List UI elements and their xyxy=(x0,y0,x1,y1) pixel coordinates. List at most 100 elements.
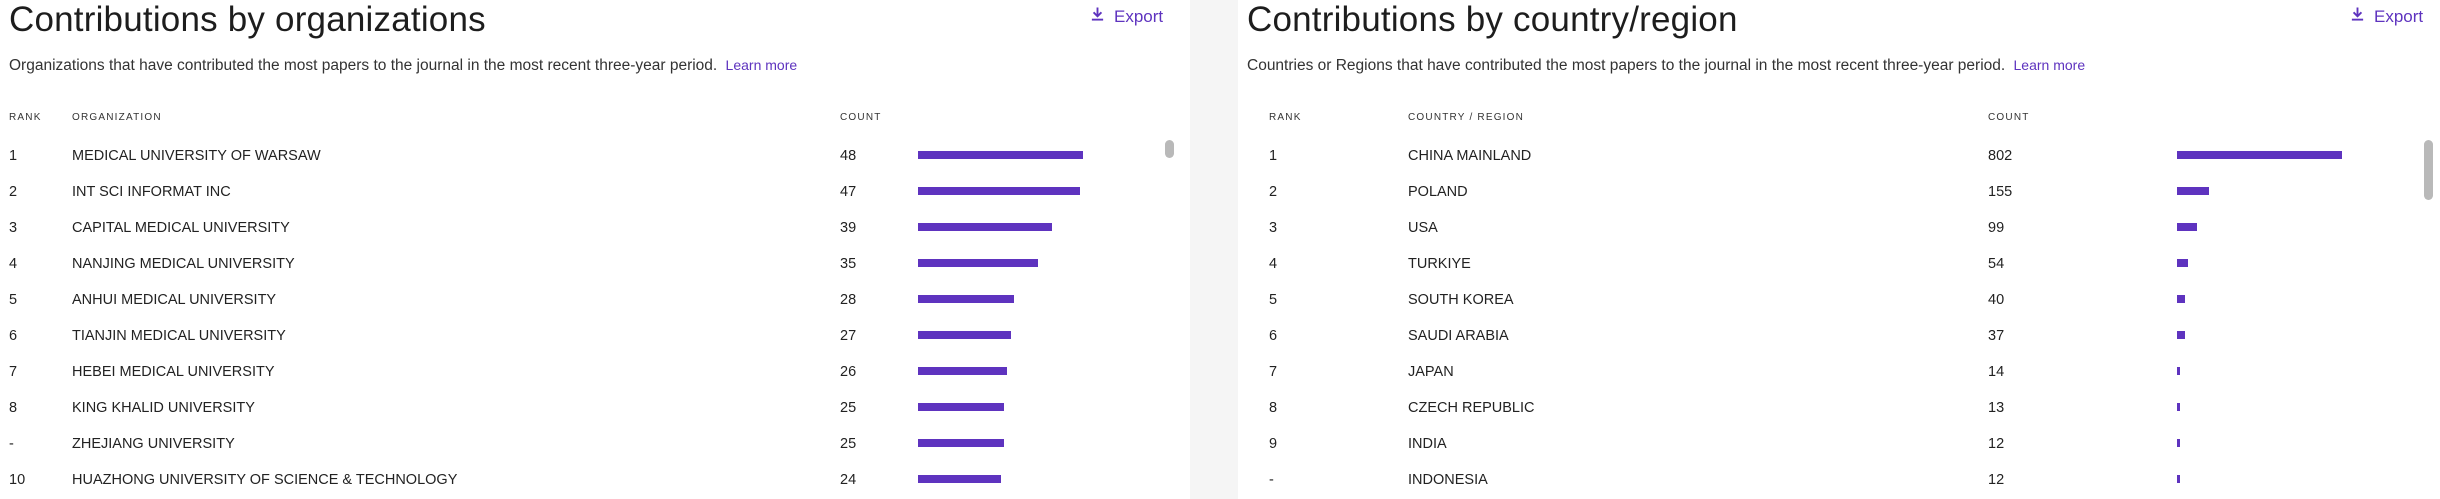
table-row: 2 POLAND 155 xyxy=(1238,174,2440,210)
count-cell: 12 xyxy=(1988,472,2005,488)
count-bar xyxy=(2177,223,2197,231)
rank-cell: 6 xyxy=(9,328,18,344)
organization-name-cell: ANHUI MEDICAL UNIVERSITY xyxy=(72,292,277,308)
count-bar xyxy=(918,187,1080,195)
count-cell: 13 xyxy=(1988,400,2005,416)
rank-cell: 8 xyxy=(1269,400,1278,416)
rank-cell: 3 xyxy=(1269,220,1278,236)
table-row: 2 INT SCI INFORMAT INC 47 xyxy=(0,174,1190,210)
table-row: 4 TURKIYE 54 xyxy=(1238,246,2440,282)
panel-title: Contributions by organizations xyxy=(9,0,486,39)
export-button[interactable]: Export xyxy=(2350,6,2423,27)
export-label: Export xyxy=(2374,6,2424,26)
rank-cell: - xyxy=(9,436,14,452)
organization-name-cell: MEDICAL UNIVERSITY OF WARSAW xyxy=(72,148,321,164)
count-bar xyxy=(918,223,1052,231)
organization-name-cell: HUAZHONG UNIVERSITY OF SCIENCE & TECHNOL… xyxy=(72,472,458,488)
organization-name-cell: ZHEJIANG UNIVERSITY xyxy=(72,436,235,452)
rank-cell: 6 xyxy=(1269,328,1278,344)
export-label: Export xyxy=(1114,6,1164,26)
count-cell: 40 xyxy=(1988,292,2005,308)
table-row: 10 HUAZHONG UNIVERSITY OF SCIENCE & TECHN… xyxy=(0,462,1190,498)
count-bar xyxy=(2177,151,2342,159)
column-header-country-region: COUNTRY / REGION xyxy=(1408,112,1525,123)
rank-cell: 7 xyxy=(1269,364,1278,380)
scrollbar-thumb[interactable] xyxy=(2424,140,2433,200)
rank-cell: 2 xyxy=(1269,184,1278,200)
count-cell: 24 xyxy=(840,472,857,488)
count-bar xyxy=(2177,187,2209,195)
organization-name-cell: CAPITAL MEDICAL UNIVERSITY xyxy=(72,220,290,236)
country-region-name-cell: SOUTH KOREA xyxy=(1408,292,1514,308)
rank-cell: 7 xyxy=(9,364,18,380)
learn-more-link[interactable]: Learn more xyxy=(2013,57,2086,73)
column-header-organization: ORGANIZATION xyxy=(72,112,162,123)
country-region-name-cell: USA xyxy=(1408,220,1438,236)
count-cell: 802 xyxy=(1988,148,2013,164)
count-bar xyxy=(918,439,1004,447)
rank-cell: 9 xyxy=(1269,436,1278,452)
table-row: 6 SAUDI ARABIA 37 xyxy=(1238,318,2440,354)
count-bar xyxy=(2177,367,2180,375)
count-bar xyxy=(2177,403,2180,411)
rank-cell: 5 xyxy=(9,292,18,308)
country-region-name-cell: INDIA xyxy=(1408,436,1447,452)
table-row: 1 CHINA MAINLAND 802 xyxy=(1238,138,2440,174)
country-region-name-cell: JAPAN xyxy=(1408,364,1454,380)
table-row: 9 INDIA 12 xyxy=(1238,426,2440,462)
country-region-name-cell: INDONESIA xyxy=(1408,472,1488,488)
column-header-count: COUNT xyxy=(1988,112,2030,123)
table-row: 7 HEBEI MEDICAL UNIVERSITY 26 xyxy=(0,354,1190,390)
count-bar xyxy=(918,475,1001,483)
country-region-name-cell: TURKIYE xyxy=(1408,256,1471,272)
organization-name-cell: KING KHALID UNIVERSITY xyxy=(72,400,255,416)
rank-cell: 10 xyxy=(9,472,26,488)
count-cell: 54 xyxy=(1988,256,2005,272)
table-row: 5 ANHUI MEDICAL UNIVERSITY 28 xyxy=(0,282,1190,318)
count-cell: 37 xyxy=(1988,328,2005,344)
rank-cell: 5 xyxy=(1269,292,1278,308)
count-cell: 99 xyxy=(1988,220,2005,236)
scrollbar-thumb[interactable] xyxy=(1165,140,1174,158)
count-cell: 27 xyxy=(840,328,857,344)
count-cell: 25 xyxy=(840,436,857,452)
count-cell: 35 xyxy=(840,256,857,272)
column-header-rank: RANK xyxy=(9,112,42,123)
count-cell: 47 xyxy=(840,184,857,200)
count-bar xyxy=(918,295,1014,303)
rank-cell: 3 xyxy=(9,220,18,236)
table-row: 5 SOUTH KOREA 40 xyxy=(1238,282,2440,318)
count-cell: 155 xyxy=(1988,184,2013,200)
table-row: 1 MEDICAL UNIVERSITY OF WARSAW 48 xyxy=(0,138,1190,174)
table-row: 4 NANJING MEDICAL UNIVERSITY 35 xyxy=(0,246,1190,282)
count-cell: 26 xyxy=(840,364,857,380)
country-region-panel: Contributions by country/region Export C… xyxy=(1238,0,2440,499)
rank-cell: 1 xyxy=(9,148,18,164)
table-row: 7 JAPAN 14 xyxy=(1238,354,2440,390)
country-region-name-cell: CHINA MAINLAND xyxy=(1408,148,1532,164)
count-bar xyxy=(2177,439,2180,447)
count-bar xyxy=(2177,295,2185,303)
country-region-name-cell: POLAND xyxy=(1408,184,1468,200)
organizations-panel: Contributions by organizations Export Or… xyxy=(0,0,1190,499)
count-cell: 14 xyxy=(1988,364,2005,380)
export-button[interactable]: Export xyxy=(1090,6,1163,27)
panel-description: Organizations that have contributed the … xyxy=(9,57,797,75)
learn-more-link[interactable]: Learn more xyxy=(725,57,798,73)
table-row: 3 USA 99 xyxy=(1238,210,2440,246)
count-bar xyxy=(2177,475,2180,483)
table-row: 8 CZECH REPUBLIC 13 xyxy=(1238,390,2440,426)
description-text: Countries or Regions that have contribut… xyxy=(1247,57,2006,74)
table-row: - INDONESIA 12 xyxy=(1238,462,2440,498)
count-bar xyxy=(918,259,1038,267)
panel-title: Contributions by country/region xyxy=(1247,0,1738,39)
count-bar xyxy=(918,403,1004,411)
organization-name-cell: HEBEI MEDICAL UNIVERSITY xyxy=(72,364,275,380)
organization-name-cell: INT SCI INFORMAT INC xyxy=(72,184,231,200)
rank-cell: 8 xyxy=(9,400,18,416)
panel-description: Countries or Regions that have contribut… xyxy=(1247,57,2085,75)
count-cell: 48 xyxy=(840,148,857,164)
organization-name-cell: TIANJIN MEDICAL UNIVERSITY xyxy=(72,328,286,344)
country-region-name-cell: CZECH REPUBLIC xyxy=(1408,400,1535,416)
country-region-name-cell: SAUDI ARABIA xyxy=(1408,328,1509,344)
